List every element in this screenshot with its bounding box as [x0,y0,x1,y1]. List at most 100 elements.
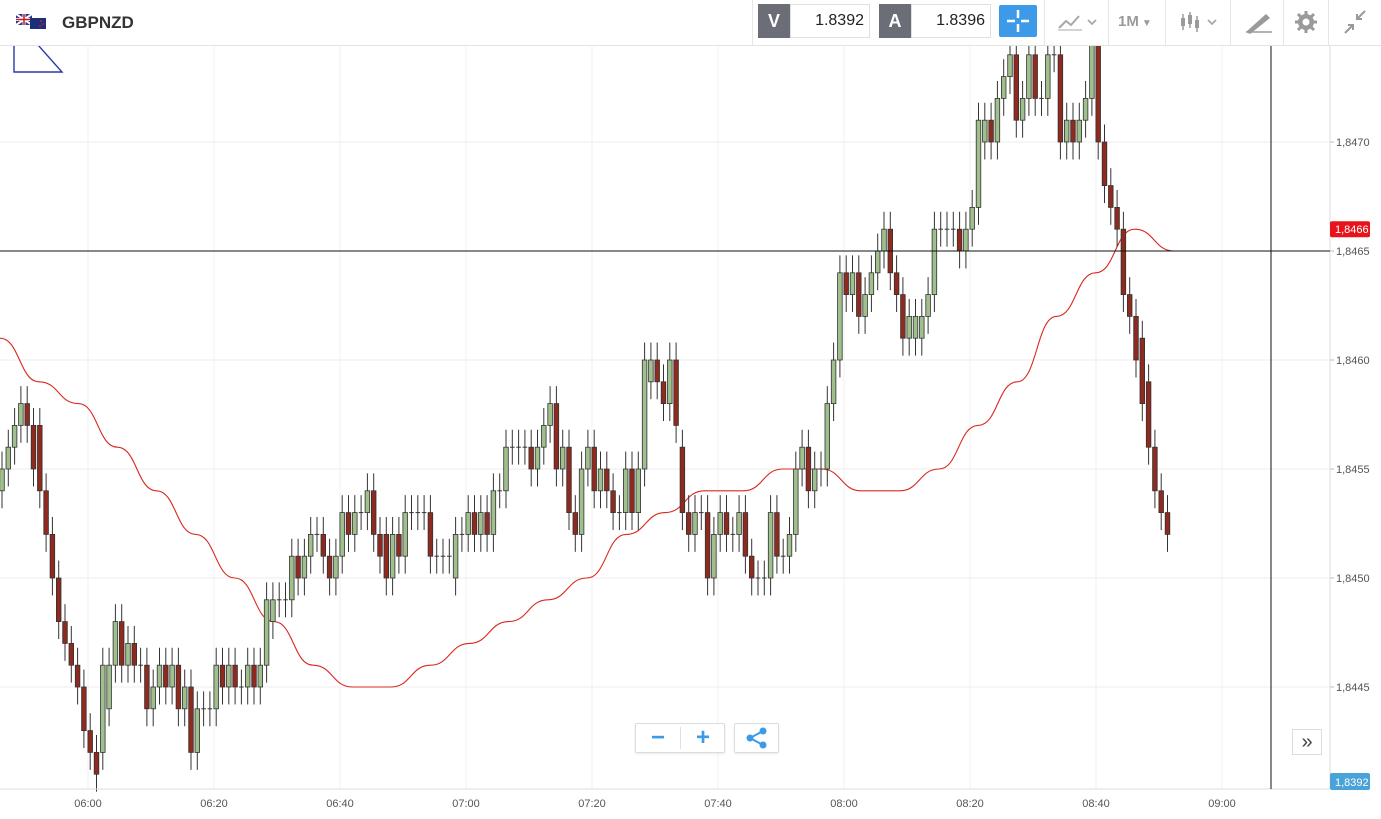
sell-label[interactable]: V [758,4,790,38]
candle-down [956,228,963,252]
candle [723,495,730,552]
candle-down [251,664,257,688]
candle [1095,46,1101,160]
zoom-out-button[interactable]: − [650,724,665,751]
price-axis: 1,8470 1,8465 1,8460 1,8455 1,8450 1,8445 [1329,46,1370,789]
candle-type-button[interactable] [1178,6,1224,38]
sell-price-box[interactable] [790,4,870,38]
toolbar-divider [1230,0,1231,46]
candle-up [560,446,566,470]
chart-grid [0,46,1330,789]
candle [1007,46,1013,95]
candle [125,625,131,683]
time-tick-label: 07:00 [452,798,480,810]
candle-down [1164,512,1171,535]
share-button[interactable] [734,723,779,753]
candle-down [219,664,226,688]
time-tick-label: 06:00 [74,798,102,810]
candle-down [742,512,749,557]
candle-up [181,686,188,710]
collapse-icon [1344,10,1366,34]
buy-label[interactable]: A [879,4,911,38]
candle [762,560,767,596]
buy-price-box[interactable] [911,4,991,38]
candle [257,647,263,705]
candle [370,473,377,552]
candle-up [1019,98,1026,121]
candle-up [931,228,938,295]
candle [490,473,497,552]
candle-down [1127,294,1133,317]
candle [364,473,371,531]
candle [522,429,528,465]
candle [610,473,616,531]
candle-up [301,555,308,579]
candle-down [1145,381,1152,448]
candle [793,451,799,552]
candle [818,451,824,487]
candle-up [364,490,371,513]
candle-up [648,359,654,383]
candles-layer [0,46,1171,792]
candle [931,211,938,313]
collapse-button[interactable] [1340,6,1370,38]
candle [1019,80,1026,138]
candle-down [93,752,100,775]
share-icon [746,727,767,749]
candle [163,647,169,705]
zoom-in-button[interactable]: + [695,724,710,751]
buy-price[interactable]: 1.8396 [936,12,985,29]
candle-up [106,664,112,710]
candle [699,495,704,531]
candlestick-chart[interactable]: 1,8470 1,8465 1,8460 1,8455 1,8450 1,8445 06:… [0,46,1381,819]
candle [5,429,11,487]
gear-icon [1295,11,1317,33]
candle [68,625,74,683]
candle [119,604,125,683]
candle [711,516,717,596]
settings-button[interactable] [1292,6,1320,38]
candle-up [736,512,742,535]
price-tick-label: 1,8450 [1336,573,1370,585]
candle-down [62,621,68,644]
candle [591,429,597,509]
candle-down [1139,337,1145,405]
candle [226,647,232,705]
candle [251,647,257,705]
timeframe-button[interactable]: 1M ▼ [1118,6,1158,38]
candle [314,516,320,552]
candle-up [767,512,774,579]
candle-up [982,119,988,143]
candle-down [383,533,389,579]
crosshair-button[interactable] [999,5,1037,37]
candle-up [0,468,5,492]
candle [87,713,93,770]
candle-down [81,686,87,731]
candle-down [43,490,49,535]
candle-up [156,664,163,688]
candle-up [389,533,396,579]
candle-up [547,403,553,426]
candle [194,691,200,770]
candle-up [5,446,11,470]
candle [585,429,591,487]
candle-down [119,621,125,666]
candle [648,342,654,400]
candle [1152,429,1158,509]
candle-down [68,643,74,666]
candle [213,647,219,727]
chart-type-line-button[interactable] [1056,6,1102,38]
sell-price[interactable]: 1.8392 [815,12,864,29]
scroll-forward-button[interactable]: » [1292,729,1322,755]
candle-up [793,468,799,535]
candle-up [112,621,119,666]
crosshair-icon [1007,10,1029,32]
drawing-tools-button[interactable] [1242,6,1276,38]
candle-down [1133,315,1139,361]
candle [402,495,408,574]
candle [1013,46,1019,138]
candle [1057,46,1064,160]
candle-down [805,446,812,492]
candle [812,451,818,509]
candle [578,451,585,552]
